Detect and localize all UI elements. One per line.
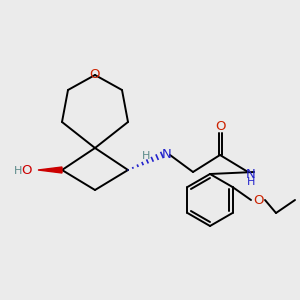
- Text: H: H: [14, 166, 22, 176]
- Polygon shape: [38, 167, 62, 173]
- Text: N: N: [162, 148, 172, 160]
- Text: N: N: [246, 167, 256, 181]
- Text: O: O: [21, 164, 31, 176]
- Text: O: O: [253, 194, 263, 206]
- Text: O: O: [90, 68, 100, 82]
- Text: H: H: [142, 151, 150, 161]
- Text: O: O: [215, 119, 225, 133]
- Text: H: H: [247, 177, 255, 187]
